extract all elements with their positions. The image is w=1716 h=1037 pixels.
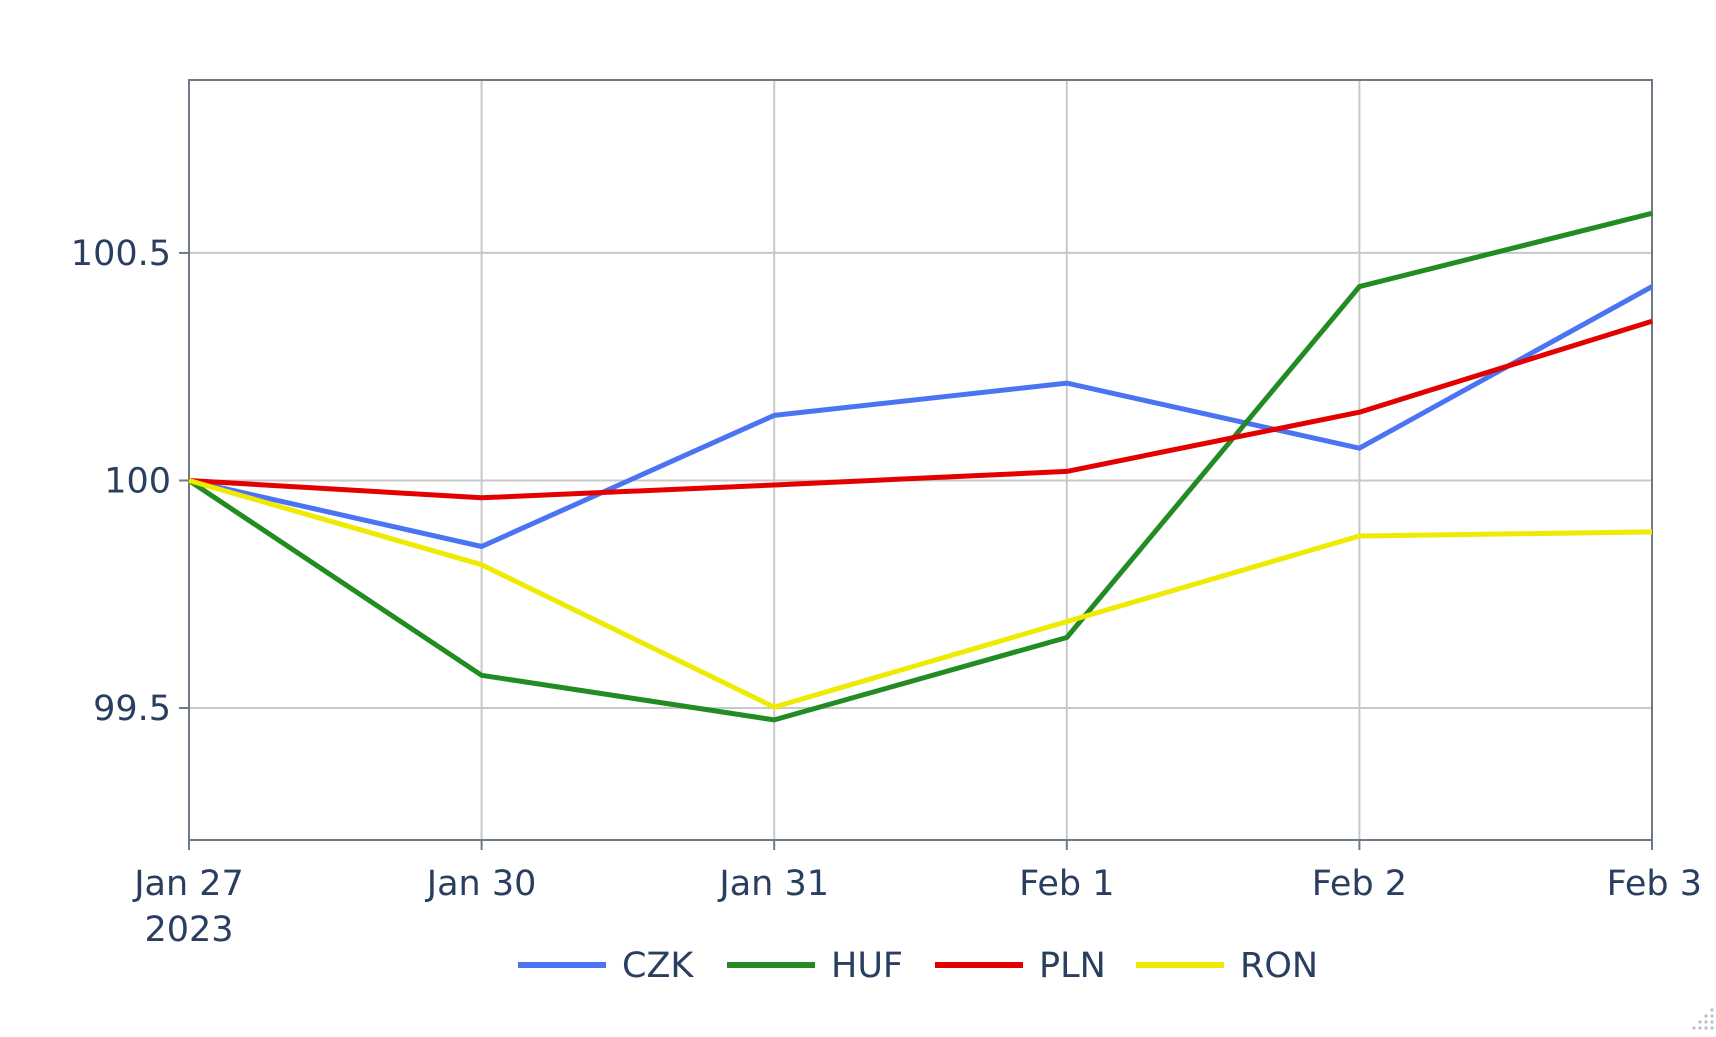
axis-labels: 99.5 100 100.5 Jan 27 2023 Jan 30 Jan 31 Feb 1 F… <box>71 234 1702 950</box>
y-tick-label: 100 <box>104 461 171 501</box>
x-tick-label: Feb 1 <box>1019 864 1114 904</box>
legend-label: PLN <box>1039 946 1106 986</box>
x-tick-label: Jan 31 <box>717 864 829 904</box>
legend-item-huf[interactable]: HUF <box>727 946 903 986</box>
x-tick-label: Jan 27 <box>132 864 244 904</box>
legend-label: RON <box>1240 946 1318 986</box>
legend-item-pln[interactable]: PLN <box>935 946 1106 986</box>
plot-area-frame <box>188 79 1653 841</box>
x-tick-label: Feb 2 <box>1312 864 1407 904</box>
series-lines <box>187 210 1654 723</box>
x-tick-label: Feb 3 <box>1607 864 1702 904</box>
legend-item-ron[interactable]: RON <box>1136 946 1318 986</box>
legend[interactable]: CZK HUF PLN RON <box>518 946 1318 986</box>
resize-grip-icon[interactable] <box>1676 992 1716 1032</box>
x-tick-label: Jan 30 <box>425 864 537 904</box>
legend-item-czk[interactable]: CZK <box>518 946 694 986</box>
series-line-huf[interactable] <box>187 210 1653 723</box>
series-line-ron[interactable] <box>188 478 1653 710</box>
legend-label: HUF <box>831 946 903 986</box>
grid <box>188 80 1653 840</box>
y-tick-label: 100.5 <box>71 234 171 274</box>
series-line-pln[interactable] <box>188 318 1653 501</box>
legend-label: CZK <box>622 946 694 986</box>
series-line-czk[interactable] <box>188 284 1654 549</box>
y-tick-label: 99.5 <box>93 689 171 729</box>
x-tick-year-label: 2023 <box>144 910 233 950</box>
